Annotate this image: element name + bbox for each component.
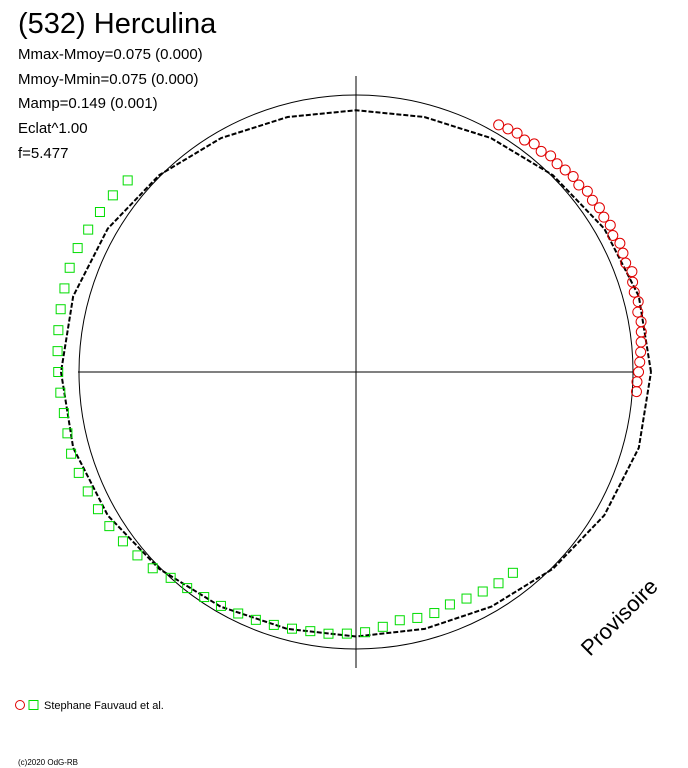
point bbox=[341, 628, 352, 639]
point bbox=[250, 614, 261, 625]
point bbox=[519, 134, 531, 146]
point bbox=[535, 145, 547, 157]
point bbox=[634, 356, 646, 368]
point bbox=[94, 207, 105, 218]
point bbox=[107, 190, 118, 201]
footer: (c)2020 OdG-RB bbox=[18, 758, 78, 767]
point bbox=[635, 316, 647, 328]
point bbox=[53, 325, 64, 336]
point bbox=[598, 211, 610, 223]
point bbox=[628, 286, 640, 298]
legend-label: Stephane Fauvaud et al. bbox=[44, 700, 164, 712]
point bbox=[581, 185, 593, 197]
point bbox=[215, 600, 226, 611]
point bbox=[604, 219, 616, 231]
point bbox=[132, 550, 143, 561]
point bbox=[59, 283, 70, 294]
point bbox=[117, 536, 128, 547]
point bbox=[55, 304, 66, 315]
info-line: Mmax-Mmoy=0.075 (0.000) bbox=[18, 46, 203, 63]
point bbox=[412, 612, 423, 623]
point bbox=[493, 578, 504, 589]
point bbox=[507, 567, 518, 578]
point bbox=[182, 583, 193, 594]
point bbox=[72, 243, 83, 254]
point bbox=[58, 408, 69, 419]
point bbox=[493, 119, 505, 131]
point bbox=[528, 138, 540, 150]
point bbox=[323, 628, 334, 639]
point bbox=[92, 504, 103, 515]
point bbox=[631, 376, 643, 388]
point bbox=[233, 608, 244, 619]
chart-title: (532) Herculina bbox=[18, 8, 217, 40]
point bbox=[66, 448, 77, 459]
point bbox=[573, 179, 585, 191]
point bbox=[626, 266, 638, 278]
point bbox=[377, 621, 388, 632]
point bbox=[620, 257, 632, 269]
legend-marker bbox=[28, 700, 39, 710]
point bbox=[607, 229, 619, 241]
point bbox=[635, 326, 647, 338]
point bbox=[394, 615, 405, 626]
point bbox=[511, 127, 523, 139]
point bbox=[122, 175, 133, 186]
point bbox=[199, 592, 210, 603]
point bbox=[502, 123, 514, 135]
point bbox=[147, 563, 158, 574]
point bbox=[104, 521, 115, 532]
point bbox=[593, 202, 605, 214]
info-line: f=5.477 bbox=[18, 145, 68, 162]
point bbox=[586, 194, 598, 206]
point bbox=[64, 262, 75, 273]
point bbox=[53, 367, 64, 377]
point bbox=[545, 150, 557, 162]
point bbox=[165, 572, 176, 583]
fit-curve bbox=[59, 109, 652, 638]
point bbox=[567, 170, 579, 182]
point bbox=[305, 626, 316, 637]
point bbox=[429, 608, 440, 619]
point bbox=[55, 387, 66, 398]
point bbox=[83, 224, 94, 235]
point bbox=[444, 599, 455, 610]
point bbox=[477, 586, 488, 597]
point bbox=[632, 306, 644, 318]
point bbox=[633, 366, 645, 378]
point bbox=[461, 593, 472, 604]
info-line: Eclat^1.00 bbox=[18, 120, 88, 137]
point bbox=[635, 346, 647, 358]
point bbox=[52, 346, 63, 357]
info-line: Mamp=0.149 (0.001) bbox=[18, 95, 158, 112]
point bbox=[630, 386, 642, 398]
reference-circle bbox=[78, 94, 634, 650]
point bbox=[635, 336, 647, 348]
point bbox=[73, 467, 84, 478]
point bbox=[617, 247, 629, 259]
point bbox=[559, 164, 571, 176]
info-line: Mmoy-Mmin=0.075 (0.000) bbox=[18, 71, 198, 88]
point bbox=[614, 237, 626, 249]
point bbox=[82, 486, 93, 497]
point bbox=[268, 619, 279, 630]
annotation: Provisoire bbox=[576, 574, 663, 661]
legend-marker bbox=[15, 700, 25, 710]
point bbox=[551, 158, 563, 170]
point bbox=[360, 627, 371, 638]
point bbox=[287, 623, 298, 634]
point bbox=[62, 428, 73, 439]
